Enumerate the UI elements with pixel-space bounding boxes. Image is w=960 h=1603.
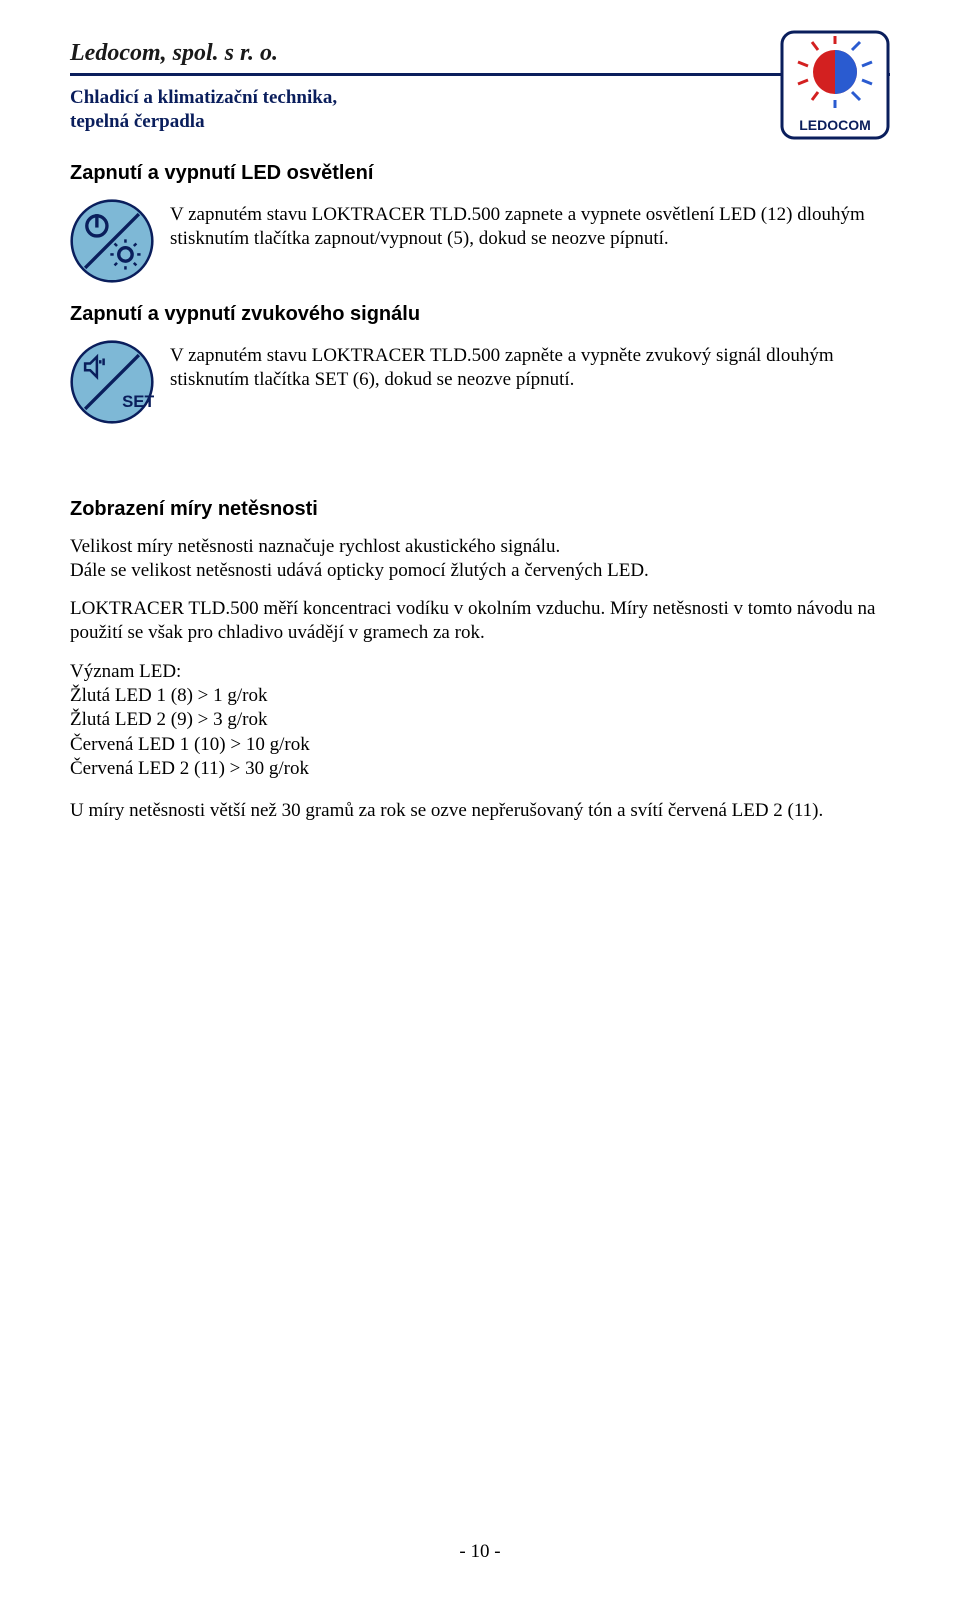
tagline-line2: tepelná čerpadla xyxy=(70,111,205,132)
led-line-0: Žlutá LED 1 (8) > 1 g/rok xyxy=(70,685,268,706)
speaker-set-icon: SET xyxy=(70,340,170,424)
header-divider xyxy=(70,73,890,76)
leak-p3: LOKTRACER TLD.500 měří koncentraci vodík… xyxy=(70,597,890,646)
meaning-label: Význam LED: xyxy=(70,661,181,682)
section-heading-leak: Zobrazení míry netěsnosti xyxy=(70,498,890,521)
company-name: Ledocom, spol. s r. o. xyxy=(70,40,890,67)
led-line-3: Červená LED 2 (11) > 30 g/rok xyxy=(70,758,309,779)
led-text: V zapnutém stavu LOKTRACER TLD.500 zapne… xyxy=(170,199,890,252)
led-line-2: Červená LED 1 (10) > 10 g/rok xyxy=(70,734,310,755)
sound-block: SET V zapnutém stavu LOKTRACER TLD.500 z… xyxy=(70,340,890,424)
company-logo: LEDOCOM xyxy=(780,30,890,140)
leak-p4: U míry netěsnosti větší než 30 gramů za … xyxy=(70,799,890,823)
leak-p1: Velikost míry netěsnosti naznačuje rychl… xyxy=(70,535,890,559)
led-meaning: Význam LED: Žlutá LED 1 (8) > 1 g/rok Žl… xyxy=(70,660,890,782)
section-heading-led: Zapnutí a vypnutí LED osvětlení xyxy=(70,162,890,185)
tagline-line1: Chladicí a klimatizační technika, xyxy=(70,87,337,108)
sound-text: V zapnutém stavu LOKTRACER TLD.500 zapně… xyxy=(170,340,890,393)
company-tagline: Chladicí a klimatizační technika, tepeln… xyxy=(70,86,890,134)
led-line-1: Žlutá LED 2 (9) > 3 g/rok xyxy=(70,709,268,730)
led-block: V zapnutém stavu LOKTRACER TLD.500 zapne… xyxy=(70,199,890,283)
svg-text:SET: SET xyxy=(122,392,154,411)
page-number: - 10 - xyxy=(0,1541,960,1563)
leak-p2: Dále se velikost netěsnosti udává optick… xyxy=(70,559,890,583)
section-heading-sound: Zapnutí a vypnutí zvukového signálu xyxy=(70,303,890,326)
logo-text: LEDOCOM xyxy=(799,117,871,133)
power-light-icon xyxy=(70,199,170,283)
